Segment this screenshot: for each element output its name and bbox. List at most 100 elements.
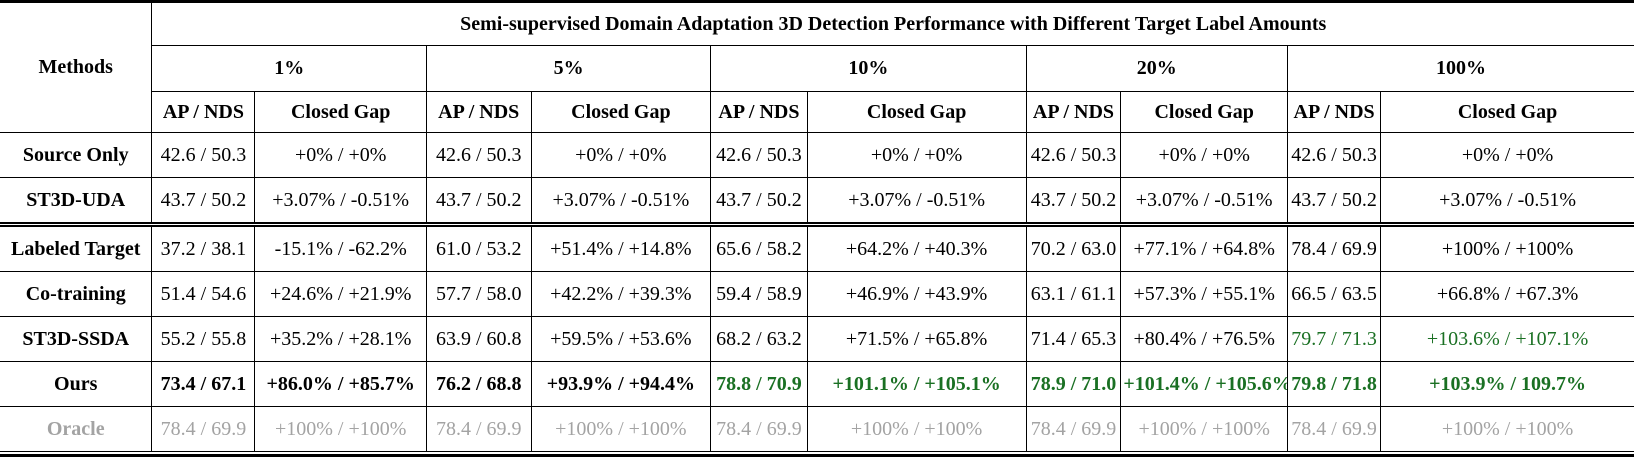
closed-gap-cell: +71.5% / +65.8% — [806, 316, 1027, 362]
closed-gap-cell: +64.2% / +40.3% — [806, 224, 1027, 272]
ap-nds-cell: 43.7 / 50.2 — [425, 177, 532, 227]
closed-gap-cell: +66.8% / +67.3% — [1380, 271, 1634, 317]
closed-gap-cell: +0% / +0% — [254, 132, 427, 178]
table-row: Co-training 51.4 / 54.6 +24.6% / +21.9% 57.… — [0, 271, 1634, 317]
method-cell: Ours — [0, 361, 152, 407]
ap-nds-cell: 73.4 / 67.1 — [151, 361, 255, 407]
subheader-closed-gap: Closed Gap — [1120, 91, 1288, 133]
closed-gap-cell: +77.1% / +64.8% — [1120, 224, 1288, 272]
subheader-ap-nds: AP / NDS — [710, 91, 808, 133]
closed-gap-cell: +100% / +100% — [1120, 406, 1288, 452]
ap-nds-cell: 57.7 / 58.0 — [425, 271, 532, 317]
ap-nds-cell: 68.2 / 63.2 — [710, 316, 808, 362]
closed-gap-cell: +101.1% / +105.1% — [806, 361, 1027, 407]
method-cell: ST3D-SSDA — [0, 316, 152, 362]
table-row: ST3D-SSDA 55.2 / 55.8 +35.2% / +28.1% 63.9 … — [0, 316, 1634, 362]
closed-gap-cell: +0% / +0% — [530, 132, 711, 178]
subheader-ap-nds: AP / NDS — [1287, 91, 1381, 133]
col-group-100pct: 100% — [1287, 45, 1634, 92]
col-group-1pct: 1% — [151, 45, 427, 92]
results-table: Methods Semi-supervised Domain Adaptatio… — [0, 3, 1634, 452]
ap-nds-cell: 43.7 / 50.2 — [1287, 177, 1381, 227]
closed-gap-cell: +100% / +100% — [806, 406, 1027, 452]
closed-gap-cell: +57.3% / +55.1% — [1120, 271, 1288, 317]
closed-gap-cell: +103.9% / 109.7% — [1380, 361, 1634, 407]
closed-gap-cell: +42.2% / +39.3% — [530, 271, 711, 317]
ap-nds-cell: 37.2 / 38.1 — [151, 224, 255, 272]
closed-gap-cell: +101.4% / +105.6% — [1120, 361, 1288, 407]
closed-gap-cell: +3.07% / -0.51% — [530, 177, 711, 227]
ap-nds-cell: 59.4 / 58.9 — [710, 271, 808, 317]
title-row: Methods Semi-supervised Domain Adaptatio… — [0, 3, 1634, 133]
ap-nds-cell: 71.4 / 65.3 — [1025, 316, 1121, 362]
table-row: Oracle 78.4 / 69.9 +100% / +100% 78.4 / 69.… — [0, 406, 1634, 452]
table-body: Source Only 42.6 / 50.3 +0% / +0% 42.6 / 50… — [0, 132, 1634, 452]
closed-gap-cell: +103.6% / +107.1% — [1380, 316, 1634, 362]
method-cell: Labeled Target — [0, 224, 152, 272]
table-row: Labeled Target 37.2 / 38.1 -15.1% / -62.2%… — [0, 224, 1634, 272]
ap-nds-cell: 63.9 / 60.8 — [425, 316, 532, 362]
subheader-closed-gap: Closed Gap — [530, 91, 711, 133]
subheader-closed-gap: Closed Gap — [254, 91, 427, 133]
table-header: Methods Semi-supervised Domain Adaptatio… — [0, 3, 1634, 133]
subheader-closed-gap: Closed Gap — [806, 91, 1027, 133]
closed-gap-cell: +3.07% / -0.51% — [1380, 177, 1634, 227]
ap-nds-cell: 66.5 / 63.5 — [1287, 271, 1381, 317]
method-cell: Oracle — [0, 406, 152, 452]
ap-nds-cell: 61.0 / 53.2 — [425, 224, 532, 272]
ap-nds-cell: 43.7 / 50.2 — [710, 177, 808, 227]
methods-header: Methods — [0, 3, 152, 133]
ap-nds-cell: 78.4 / 69.9 — [151, 406, 255, 452]
subheader-ap-nds: AP / NDS — [425, 91, 532, 133]
ap-nds-cell: 78.4 / 69.9 — [1287, 406, 1381, 452]
ap-nds-cell: 78.4 / 69.9 — [710, 406, 808, 452]
ap-nds-cell: 42.6 / 50.3 — [1025, 132, 1121, 178]
ap-nds-cell: 78.8 / 70.9 — [710, 361, 808, 407]
closed-gap-cell: +59.5% / +53.6% — [530, 316, 711, 362]
ap-nds-cell: 78.4 / 69.9 — [425, 406, 532, 452]
ap-nds-cell: 42.6 / 50.3 — [1287, 132, 1381, 178]
method-cell: Co-training — [0, 271, 152, 317]
closed-gap-cell: +100% / +100% — [1380, 224, 1634, 272]
ap-nds-cell: 76.2 / 68.8 — [425, 361, 532, 407]
closed-gap-cell: +35.2% / +28.1% — [254, 316, 427, 362]
closed-gap-cell: +3.07% / -0.51% — [254, 177, 427, 227]
subheader-closed-gap: Closed Gap — [1380, 91, 1634, 133]
closed-gap-cell: +93.9% / +94.4% — [530, 361, 711, 407]
closed-gap-cell: +86.0% / +85.7% — [254, 361, 427, 407]
subheader-ap-nds: AP / NDS — [1025, 91, 1121, 133]
closed-gap-cell: +100% / +100% — [254, 406, 427, 452]
percentage-row: 1% 5% 10% 20% 100% — [0, 45, 1634, 92]
subheader-ap-nds: AP / NDS — [151, 91, 255, 133]
ap-nds-cell: 43.7 / 50.2 — [151, 177, 255, 227]
table-row: Ours 73.4 / 67.1 +86.0% / +85.7% 76.2 / 68.… — [0, 361, 1634, 407]
method-cell: Source Only — [0, 132, 152, 178]
ap-nds-cell: 42.6 / 50.3 — [425, 132, 532, 178]
col-group-20pct: 20% — [1025, 45, 1288, 92]
ap-nds-cell: 70.2 / 63.0 — [1025, 224, 1121, 272]
closed-gap-cell: +100% / +100% — [1380, 406, 1634, 452]
closed-gap-cell: +0% / +0% — [806, 132, 1027, 178]
method-cell: ST3D-UDA — [0, 177, 152, 227]
table-row: Source Only 42.6 / 50.3 +0% / +0% 42.6 / 50… — [0, 132, 1634, 178]
ap-nds-cell: 55.2 / 55.8 — [151, 316, 255, 362]
ap-nds-cell: 43.7 / 50.2 — [1025, 177, 1121, 227]
closed-gap-cell: +80.4% / +76.5% — [1120, 316, 1288, 362]
closed-gap-cell: +0% / +0% — [1120, 132, 1288, 178]
closed-gap-cell: +0% / +0% — [1380, 132, 1634, 178]
closed-gap-cell: +46.9% / +43.9% — [806, 271, 1027, 317]
closed-gap-cell: +3.07% / -0.51% — [806, 177, 1027, 227]
col-group-10pct: 10% — [710, 45, 1027, 92]
ap-nds-cell: 65.6 / 58.2 — [710, 224, 808, 272]
ap-nds-cell: 42.6 / 50.3 — [151, 132, 255, 178]
ap-nds-cell: 78.9 / 71.0 — [1025, 361, 1121, 407]
ap-nds-cell: 78.4 / 69.9 — [1025, 406, 1121, 452]
subheader-row: AP / NDS Closed Gap AP / NDS Closed Gap … — [0, 91, 1634, 133]
ap-nds-cell: 42.6 / 50.3 — [710, 132, 808, 178]
col-group-5pct: 5% — [425, 45, 711, 92]
table-row: ST3D-UDA 43.7 / 50.2 +3.07% / -0.51% 43.7 /… — [0, 177, 1634, 227]
closed-gap-cell: +24.6% / +21.9% — [254, 271, 427, 317]
closed-gap-cell: +3.07% / -0.51% — [1120, 177, 1288, 227]
ap-nds-cell: 78.4 / 69.9 — [1287, 224, 1381, 272]
